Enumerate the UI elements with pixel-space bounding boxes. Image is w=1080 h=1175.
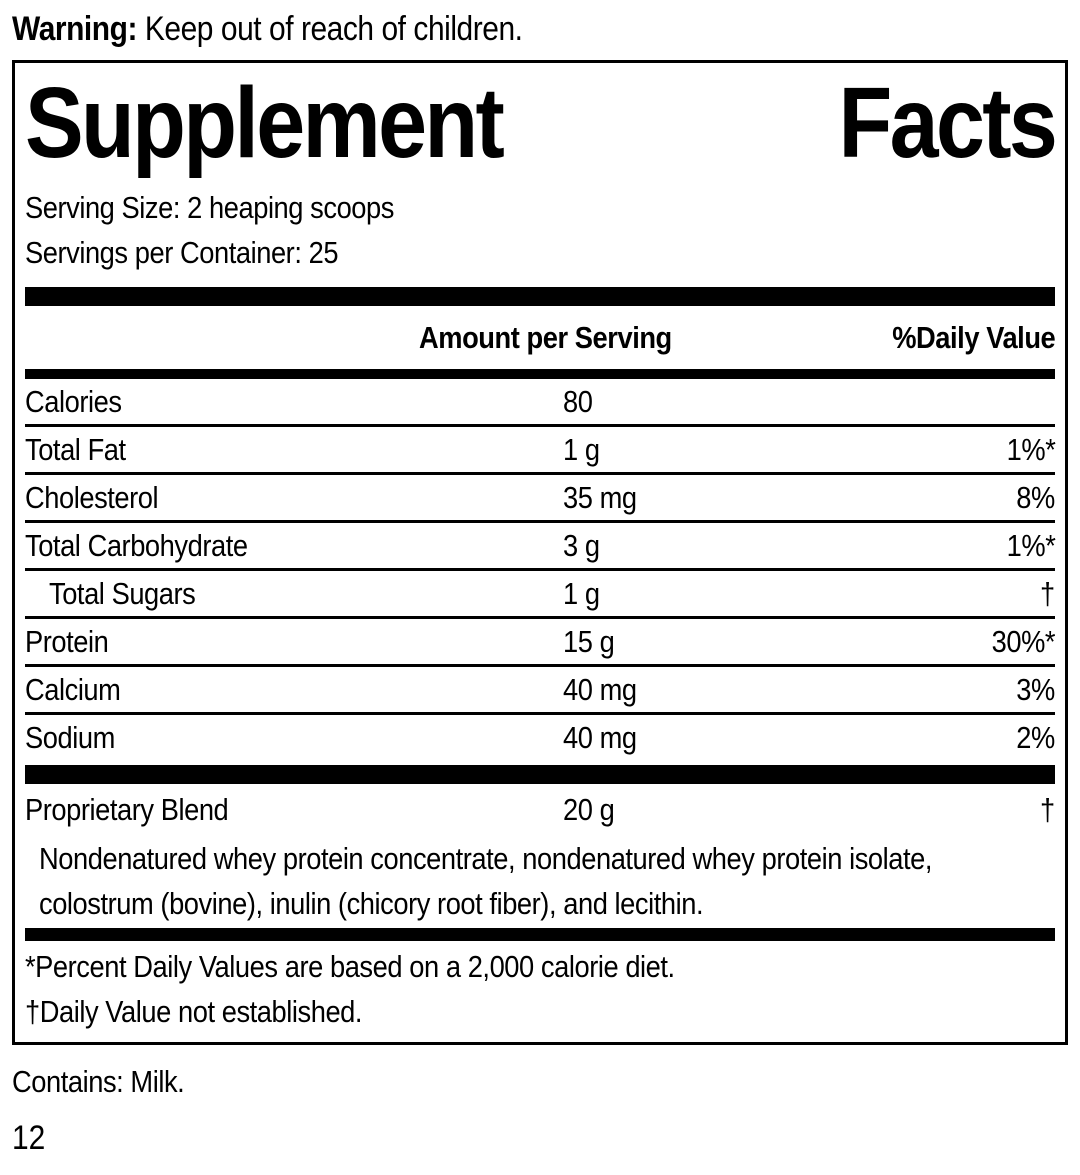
daily-value: 1%* [1006,528,1055,563]
ingredients-line-1: Nondenatured whey protein concentrate, n… [39,841,932,876]
warning-message: Keep out of reach of children. [144,10,523,48]
amount-per-serving-header: Amount per Serving [419,319,672,355]
warning-label: Warning: [12,10,138,48]
column-headers: Amount per Serving %Daily Value [25,306,1055,369]
nutrient-label: Proprietary Blend [25,792,229,827]
amount-value: 40 mg [563,720,637,755]
footnotes: *Percent Daily Values are based on a 2,0… [25,944,1055,1034]
amount-value: 40 mg [563,672,637,707]
daily-value: 8% [1016,480,1055,515]
nutrient-label: Calcium [25,672,121,707]
amount-value: 15 g [563,624,615,659]
daily-value: † [1040,792,1055,827]
serving-info: Serving Size: 2 heaping scoops Servings … [25,185,1055,275]
nutrient-table: Calories 80 Total Fat 1 g 1%* Cholestero… [25,379,1055,760]
amount-value: 35 mg [563,480,637,515]
amount-value: 1 g [563,432,600,467]
footnote-percent: *Percent Daily Values are based on a 2,0… [25,949,675,984]
amount-value: 80 [563,384,593,419]
title-word-facts: Facts [838,67,1057,179]
table-row-total-carbohydrate: Total Carbohydrate 3 g 1%* [25,523,1055,571]
ingredients-line-2: colostrum (bovine), inulin (chicory root… [39,886,704,921]
table-row-calcium: Calcium 40 mg 3% [25,667,1055,715]
daily-value: 3% [1016,672,1055,707]
nutrient-label: Total Fat [25,432,126,467]
proprietary-blend-row: Proprietary Blend 20 g † [25,784,1055,836]
footnote-dagger: †Daily Value not established. [25,994,363,1029]
servings-per-container: Servings per Container: 25 [25,235,339,270]
ingredients-text: Nondenatured whey protein concentrate, n… [25,836,1055,926]
daily-value-header: %Daily Value [891,319,1055,355]
amount-value: 20 g [563,792,615,827]
panel-title: Supplement Facts [25,67,1058,179]
warning-text: Warning: Keep out of reach of children. [12,8,1080,50]
supplement-facts-panel: Supplement Facts Serving Size: 2 heaping… [12,60,1068,1045]
divider-bar-header [25,369,1055,379]
daily-value: 2% [1016,720,1055,755]
table-row-sodium: Sodium 40 mg 2% [25,715,1055,760]
nutrient-label: Sodium [25,720,115,755]
daily-value: 30%* [991,624,1056,659]
nutrient-label: Calories [25,384,122,419]
contains-statement: Contains: Milk. [12,1064,185,1099]
title-word-supplement: Supplement [25,67,505,179]
table-row-total-fat: Total Fat 1 g 1%* [25,427,1055,475]
nutrient-label: Total Carbohydrate [25,528,248,563]
daily-value: 1%* [1006,432,1055,467]
nutrient-label: Total Sugars [49,576,196,611]
table-row-total-sugars: Total Sugars 1 g † [25,571,1055,619]
table-row-cholesterol: Cholesterol 35 mg 8% [25,475,1055,523]
table-row-protein: Protein 15 g 30%* [25,619,1055,667]
page-number: 12 [12,1119,46,1157]
nutrient-label: Protein [25,624,109,659]
table-row-calories: Calories 80 [25,379,1055,427]
serving-size: Serving Size: 2 heaping scoops [25,190,394,225]
divider-bar-top [25,287,1055,306]
divider-bar-middle [25,765,1055,784]
amount-value: 1 g [563,576,600,611]
amount-value: 3 g [563,528,600,563]
divider-bar-footnote [25,928,1055,941]
nutrient-label: Cholesterol [25,480,159,515]
daily-value: † [1040,576,1055,611]
